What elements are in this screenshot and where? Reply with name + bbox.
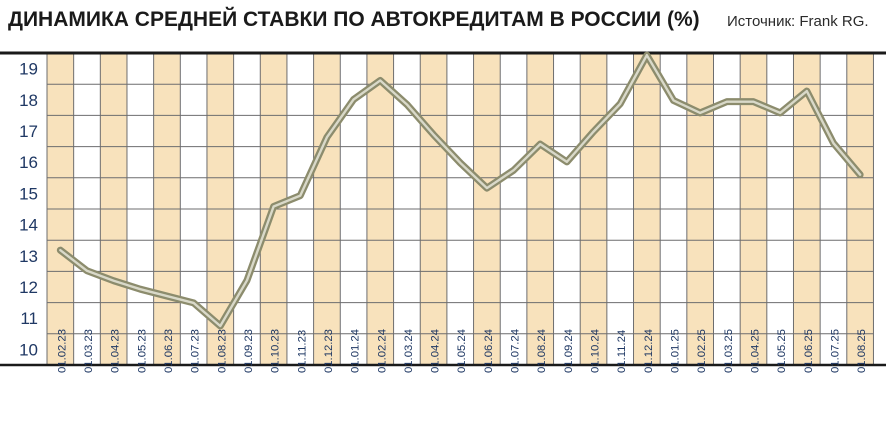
svg-text:18: 18 [19,91,38,110]
svg-text:01.04.23: 01.04.23 [110,329,122,373]
svg-text:01.09.24: 01.09.24 [563,329,575,373]
svg-text:01.07.23: 01.07.23 [190,329,202,373]
svg-text:13: 13 [19,247,38,266]
svg-text:01.11.24: 01.11.24 [616,330,628,373]
svg-text:01.02.25: 01.02.25 [696,329,708,373]
svg-text:01.02.23: 01.02.23 [56,329,68,373]
svg-text:19: 19 [19,60,38,79]
svg-text:11: 11 [20,309,38,328]
svg-text:01.02.24: 01.02.24 [376,329,388,373]
svg-text:01.05.25: 01.05.25 [776,329,788,373]
svg-text:15: 15 [19,184,38,203]
svg-text:01.05.24: 01.05.24 [456,329,468,373]
svg-text:01.06.23: 01.06.23 [163,329,175,373]
svg-text:01.07.24: 01.07.24 [510,329,522,373]
svg-text:01.01.25: 01.01.25 [670,329,682,373]
svg-text:01.03.23: 01.03.23 [83,329,95,373]
svg-text:10: 10 [19,340,38,359]
svg-text:01.06.25: 01.06.25 [803,329,815,373]
svg-text:01.08.25: 01.08.25 [856,329,868,373]
svg-text:01.04.25: 01.04.25 [749,329,761,373]
svg-text:01.08.24: 01.08.24 [536,329,548,373]
svg-text:01.03.25: 01.03.25 [723,329,735,373]
svg-text:01.06.24: 01.06.24 [483,329,495,373]
svg-text:01.09.23: 01.09.23 [243,329,255,373]
svg-text:01.03.24: 01.03.24 [403,329,415,373]
svg-text:01.11.23: 01.11.23 [296,330,308,373]
svg-text:12: 12 [19,278,38,297]
svg-text:01.12.24: 01.12.24 [643,329,655,373]
svg-text:01.04.24: 01.04.24 [430,329,442,373]
svg-text:17: 17 [19,122,38,141]
svg-text:01.07.25: 01.07.25 [829,329,841,373]
svg-text:01.08.23: 01.08.23 [216,329,228,373]
svg-text:01.05.23: 01.05.23 [136,329,148,373]
svg-text:14: 14 [19,216,38,235]
svg-text:16: 16 [19,153,38,172]
svg-text:01.10.23: 01.10.23 [270,329,282,373]
svg-text:01.01.24: 01.01.24 [350,329,362,373]
svg-text:01.10.24: 01.10.24 [590,329,602,373]
svg-text:01.12.23: 01.12.23 [323,329,335,373]
